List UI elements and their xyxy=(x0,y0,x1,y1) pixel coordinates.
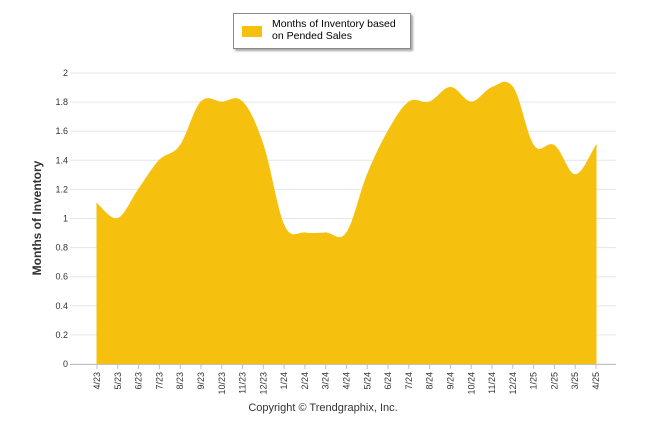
x-tick-label: 12/23 xyxy=(258,372,268,395)
data-point xyxy=(387,130,389,132)
data-point xyxy=(304,232,306,234)
x-tick-label: 8/24 xyxy=(425,372,435,390)
x-tick-label: 1/24 xyxy=(279,372,289,390)
y-tick-label: 1.8 xyxy=(55,97,68,107)
data-point xyxy=(324,232,327,234)
data-point xyxy=(470,101,473,103)
data-point xyxy=(345,232,348,234)
data-point xyxy=(137,188,140,191)
series-area xyxy=(96,81,597,365)
data-point xyxy=(491,86,493,89)
data-point xyxy=(595,144,597,147)
data-point xyxy=(532,144,535,147)
x-tick-label: 3/24 xyxy=(321,372,331,390)
x-tick-label: 5/23 xyxy=(113,372,123,390)
x-tick-label: 4/23 xyxy=(92,372,102,390)
data-point xyxy=(241,101,244,103)
y-tick-label: 2 xyxy=(63,68,68,78)
y-tick-label: 1.2 xyxy=(55,184,68,194)
data-point xyxy=(408,101,410,103)
x-tick-label: 9/24 xyxy=(445,372,455,390)
x-tick-label: 10/24 xyxy=(466,372,476,395)
data-point xyxy=(428,101,431,103)
x-tick-label: 1/25 xyxy=(529,372,539,390)
chart-legend: Months of Inventory based on Pended Sale… xyxy=(233,13,411,49)
x-tick-label: 6/24 xyxy=(383,372,393,390)
y-axis-label: Months of Inventory xyxy=(30,160,44,276)
y-tick-label: 0.8 xyxy=(55,243,68,253)
y-tick-label: 0 xyxy=(63,359,68,369)
x-tick-label: 11/24 xyxy=(487,372,497,394)
x-tick-label: 11/23 xyxy=(238,372,248,394)
y-tick-label: 1.6 xyxy=(55,126,68,136)
data-point xyxy=(116,217,119,220)
x-tick-label: 5/24 xyxy=(362,372,372,390)
x-tick-label: 4/24 xyxy=(342,372,352,390)
y-tick-label: 1 xyxy=(63,214,68,224)
x-tick-label: 4/25 xyxy=(591,372,601,390)
data-point xyxy=(574,174,577,176)
data-point xyxy=(553,144,556,147)
copyright-text: Copyright © Trendgraphix, Inc. xyxy=(248,402,398,414)
data-point xyxy=(158,159,161,162)
data-point xyxy=(366,174,369,176)
y-tick-label: 0.6 xyxy=(55,272,68,282)
y-tick-label: 1.4 xyxy=(55,155,68,165)
x-tick-label: 2/24 xyxy=(300,372,310,390)
x-tick-label: 9/23 xyxy=(196,372,206,390)
data-point xyxy=(179,144,181,147)
data-point xyxy=(200,101,202,103)
data-point xyxy=(449,86,452,89)
x-tick-label: 3/25 xyxy=(570,372,580,390)
data-point xyxy=(220,101,223,103)
x-tick-label: 7/23 xyxy=(154,372,164,390)
y-tick-label: 0.2 xyxy=(55,330,68,340)
data-point xyxy=(512,86,514,89)
data-point xyxy=(283,224,285,227)
x-tick-label: 12/24 xyxy=(508,372,518,395)
x-tick-label: 6/23 xyxy=(134,372,144,390)
y-tick-label: 0.4 xyxy=(55,301,68,311)
x-tick-label: 8/23 xyxy=(175,372,185,390)
x-tick-label: 7/24 xyxy=(404,372,414,390)
legend-label: Months of Inventory based on Pended Sale… xyxy=(272,18,396,42)
data-point xyxy=(96,203,98,205)
x-tick-label: 10/23 xyxy=(217,372,227,395)
x-tick-label: 2/25 xyxy=(549,372,559,390)
legend-swatch xyxy=(242,26,262,37)
data-point xyxy=(262,144,265,147)
